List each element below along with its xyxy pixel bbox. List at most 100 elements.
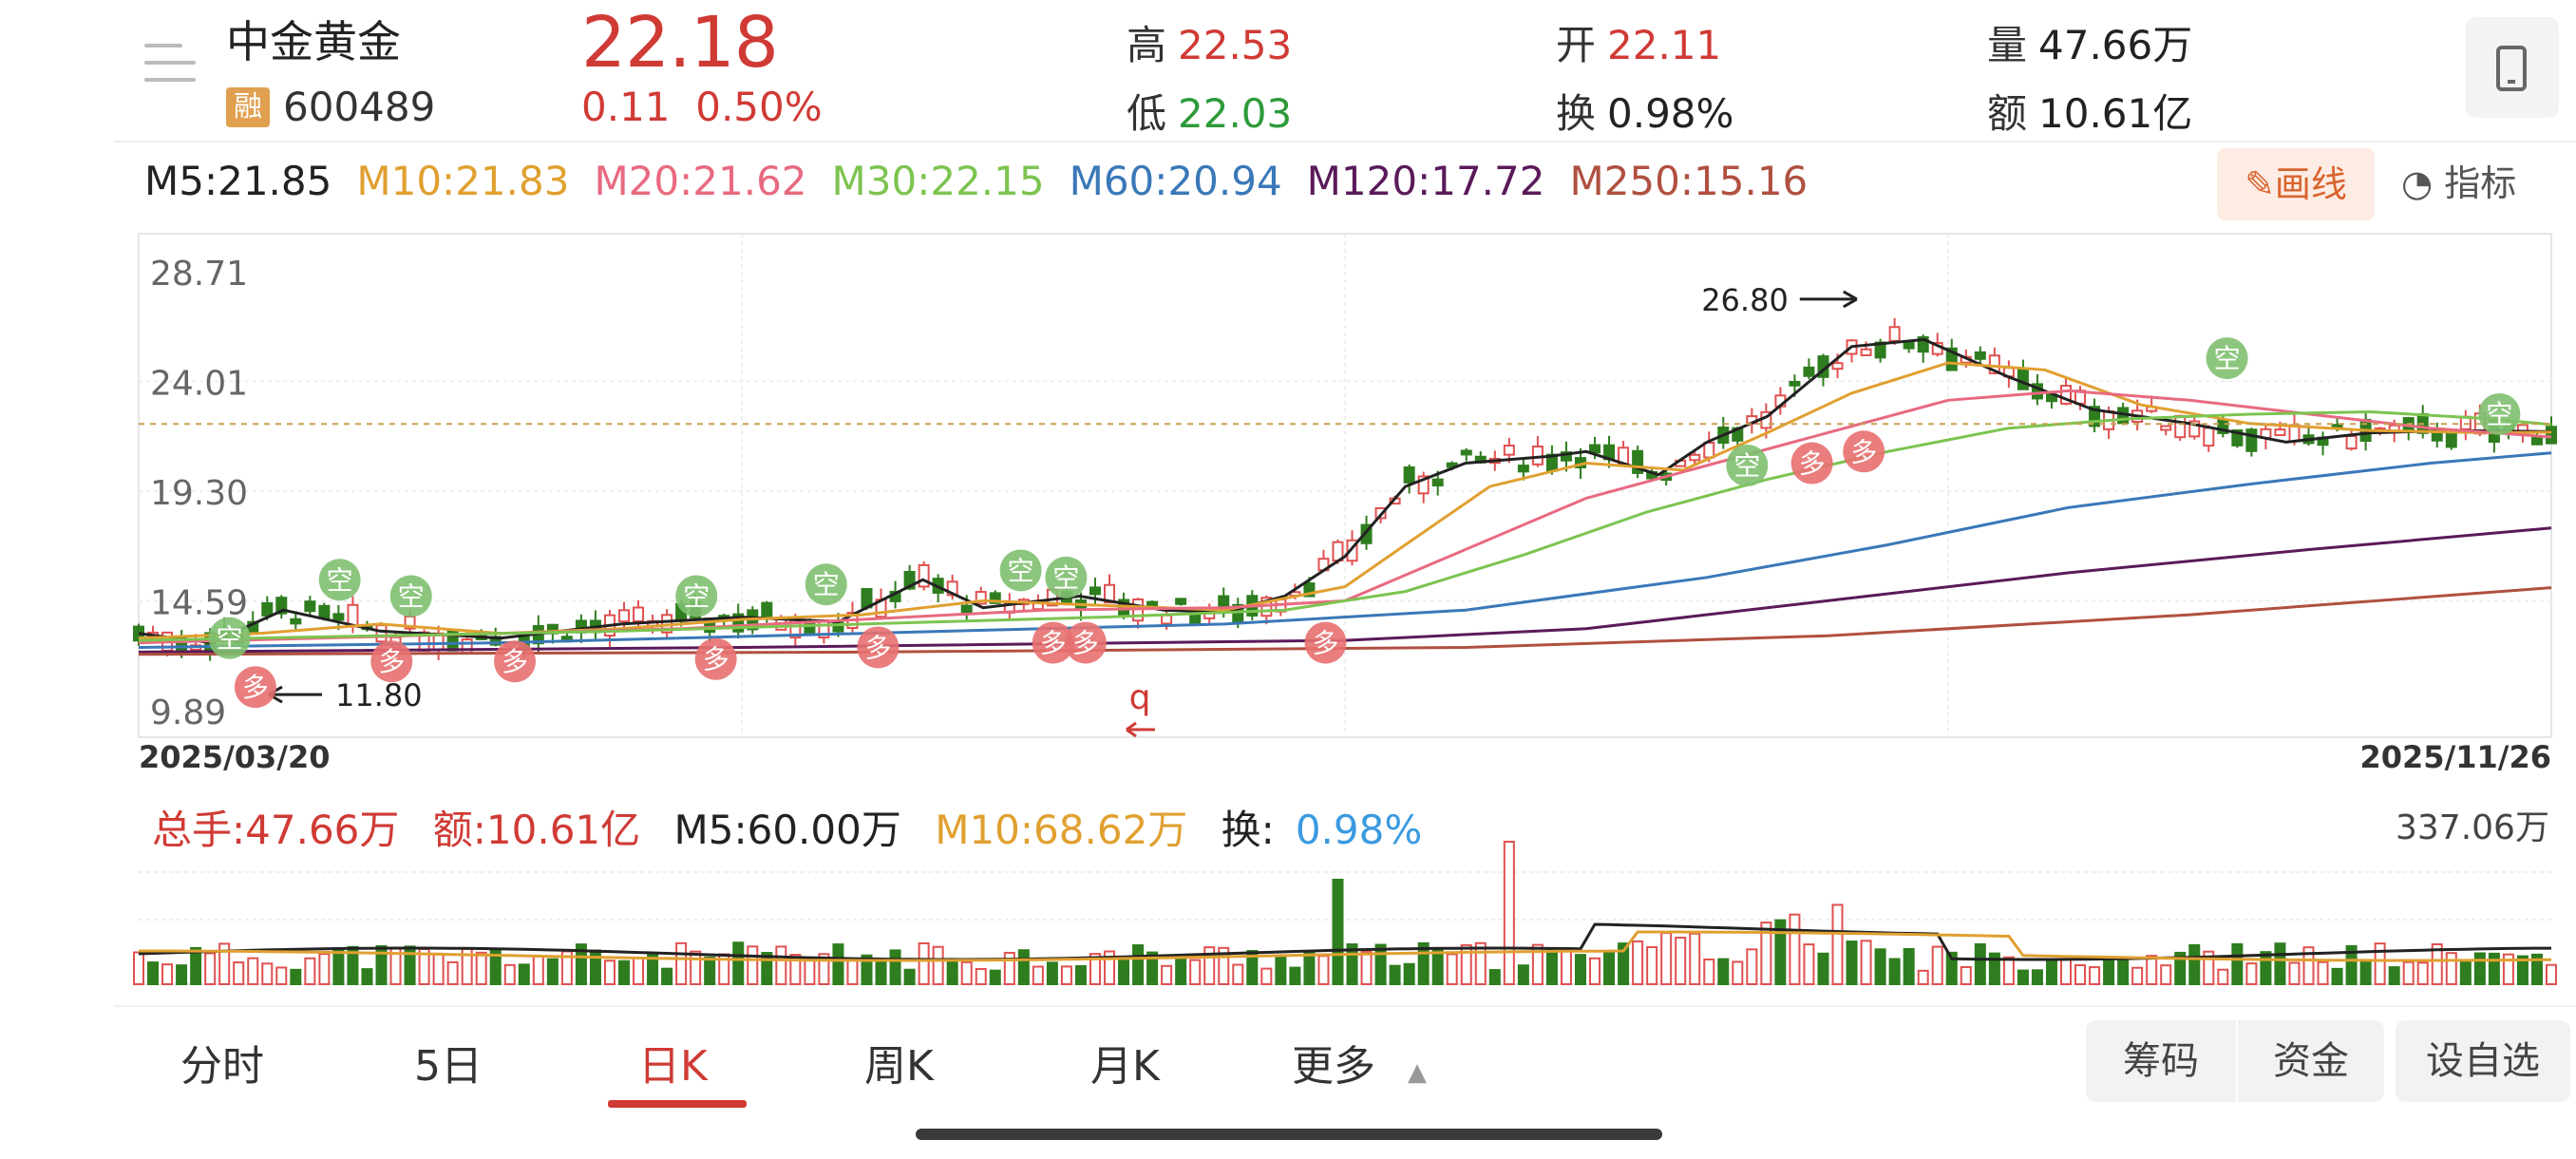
gauge-icon: ◔ [2401,162,2434,204]
volume-bar [2103,956,2115,986]
volume-bar [304,957,316,985]
volume-bar [647,953,659,985]
volume-bar [161,963,174,986]
candle-body [332,613,345,621]
quote-volume: 量 47.66万 [1987,13,2192,71]
volume-bar [1817,952,1829,985]
sell-signal-badge-circle [805,563,847,606]
volume-chart[interactable] [0,788,2576,998]
quote-open: 开 22.11 [1556,13,1721,71]
high-value: 22.53 [1178,22,1293,68]
quote-low: 低 22.03 [1127,82,1292,140]
volume-bar [2302,946,2315,986]
volume-bar [1389,964,1401,985]
candle-body [1560,451,1572,462]
buy-signal-badge-circle [234,666,276,709]
candle-body [1703,442,1715,459]
volume-m5: M5:60.00万 [673,807,901,853]
buy-signal-badge-circle [1843,430,1885,473]
buy-signal-badge-circle [494,640,537,683]
candle-body [1831,362,1844,370]
buy-signal-badge-text: 多 [502,646,528,677]
volume-bar [690,950,702,985]
volume-bar [475,951,487,985]
candle-body [1903,341,1915,350]
volume-bar [1074,965,1087,985]
volume-bar [1189,959,1202,985]
candle-body [1689,453,1701,462]
volume-bar [275,966,288,985]
home-indicator [916,1129,1662,1140]
ma-legend-item: M10:21.83 [356,158,570,204]
candle-body [1403,466,1415,484]
indicator-label: 指标 [2444,162,2517,204]
volume-bar [732,941,745,985]
volume-bar [1689,932,1701,986]
candle-body [304,600,316,613]
volume-total: 总手:47.66万 [152,807,400,853]
volume-bar [903,968,916,985]
low-marker-label: 11.80 [335,677,423,713]
volume-bar [1161,964,1173,985]
stock-name: 中金黄金 [226,16,401,67]
buy-signal-badge-text: 多 [242,672,269,703]
volume-bar [2231,942,2244,986]
add-watchlist-button[interactable]: 设自选 [2396,1020,2570,1102]
sell-signal-badge-text: 空 [398,580,425,612]
volume-label: 量 [1987,22,2028,68]
draw-line-button[interactable]: ✎画线 [2217,148,2375,220]
volume-bar [233,961,245,986]
volume-bar [1260,967,1273,986]
tab-daily-k[interactable]: 日K [638,1042,708,1091]
volume-bar [1275,956,1287,985]
candle-body [1945,347,1958,371]
open-label: 开 [1556,22,1597,68]
chips-button[interactable]: 筹码 [2086,1020,2236,1102]
funds-button[interactable]: 资金 [2238,1020,2384,1102]
volume-bar [1917,969,1929,986]
volume-bar [675,941,688,986]
volume-bar [2131,966,2144,986]
volume-bar [532,955,544,986]
candle-body [761,601,773,618]
tab-intraday[interactable]: 分时 [180,1042,264,1091]
candlestick-chart[interactable]: 28.71 24.01 19.30 14.59 9.89 2025/03/20 2025/1… [0,228,2576,779]
volume-bar [204,952,217,985]
candle-body [946,580,958,597]
volume-bar [2488,952,2500,986]
volume-turnover-label: 换: [1221,807,1275,853]
volume-bar [1132,944,1145,985]
volume-bar [1118,959,1130,985]
volume-bar [789,954,802,985]
tab-more[interactable]: 更多 ▲ [1292,1032,1427,1092]
volume-bar [176,964,188,985]
menu-icon[interactable] [144,42,196,84]
tab-weekly-k[interactable]: 周K [864,1042,934,1091]
volume-bar [518,963,530,985]
volume-bar [932,945,944,985]
volume-bar [1874,948,1886,986]
volume-bar [775,945,787,985]
volume-ma10-line [139,930,2552,962]
turnover-value: 0.98% [1607,90,1734,137]
high-marker-arrowhead [1843,290,1858,309]
volume-bar [2002,956,2015,985]
volume-bar [1474,941,1487,985]
ma-line-m5 [138,337,2552,645]
tab-more-label: 更多 [1292,1042,1375,1091]
volume-bar [1060,965,1072,985]
period-tabs: 分时 5日 日K 周K 月K 更多 ▲ 筹码 资金 设自选 [0,1007,2576,1121]
candle-body [2160,425,2172,431]
rotate-screen-button[interactable] [2466,17,2559,118]
volume-bar [1589,957,1601,985]
volume-bar [2445,952,2457,986]
candle-body [1175,598,1187,605]
volume-bar [1903,947,1915,985]
indicator-button[interactable]: ◔ 指标 [2401,154,2516,206]
ma-line-m250 [138,586,2552,656]
volume-bar [889,949,901,986]
tab-5day[interactable]: 5日 [414,1042,483,1091]
candle-body [2017,367,2029,390]
candle-body [1431,478,1444,486]
tab-monthly-k[interactable]: 月K [1090,1042,1160,1091]
